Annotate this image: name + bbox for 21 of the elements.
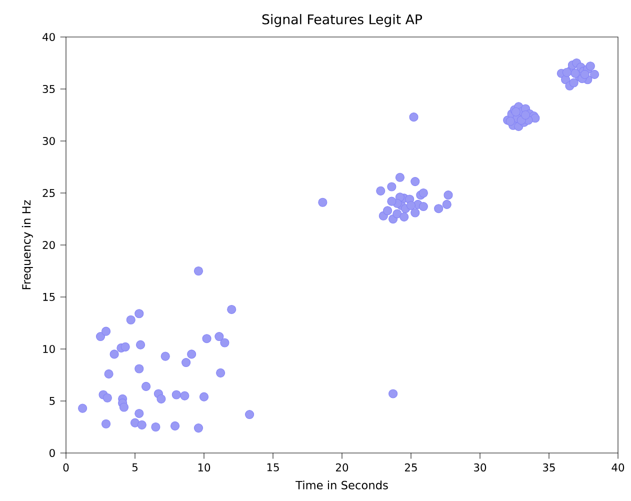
- y-tick-label: 5: [50, 397, 55, 405]
- x-tick-label: 5: [132, 463, 138, 472]
- x-tick-label: 40: [612, 463, 624, 472]
- x-tick-label: 10: [198, 463, 210, 472]
- x-tick-label: 30: [474, 463, 486, 472]
- y-tick-label: 40: [42, 32, 55, 42]
- y-tick-label: 0: [50, 448, 55, 458]
- y-tick-label: 30: [42, 136, 55, 146]
- y-tick-label: 25: [42, 188, 55, 198]
- x-axis-title: Time in Seconds: [296, 480, 388, 490]
- y-tick-label: 20: [42, 240, 55, 250]
- chart-title: Signal Features Legit AP: [262, 14, 422, 27]
- y-axis-title: Frequency in Hz: [22, 200, 33, 290]
- x-tick-label: 0: [63, 463, 69, 472]
- x-tick-label: 20: [336, 463, 348, 472]
- x-tick-label: 25: [404, 463, 417, 472]
- x-tick-label: 35: [543, 463, 555, 472]
- y-tick-label: 35: [42, 84, 55, 94]
- y-tick-label: 10: [43, 344, 55, 354]
- y-tick-label: 15: [43, 293, 55, 301]
- x-tick-label: 15: [267, 463, 279, 472]
